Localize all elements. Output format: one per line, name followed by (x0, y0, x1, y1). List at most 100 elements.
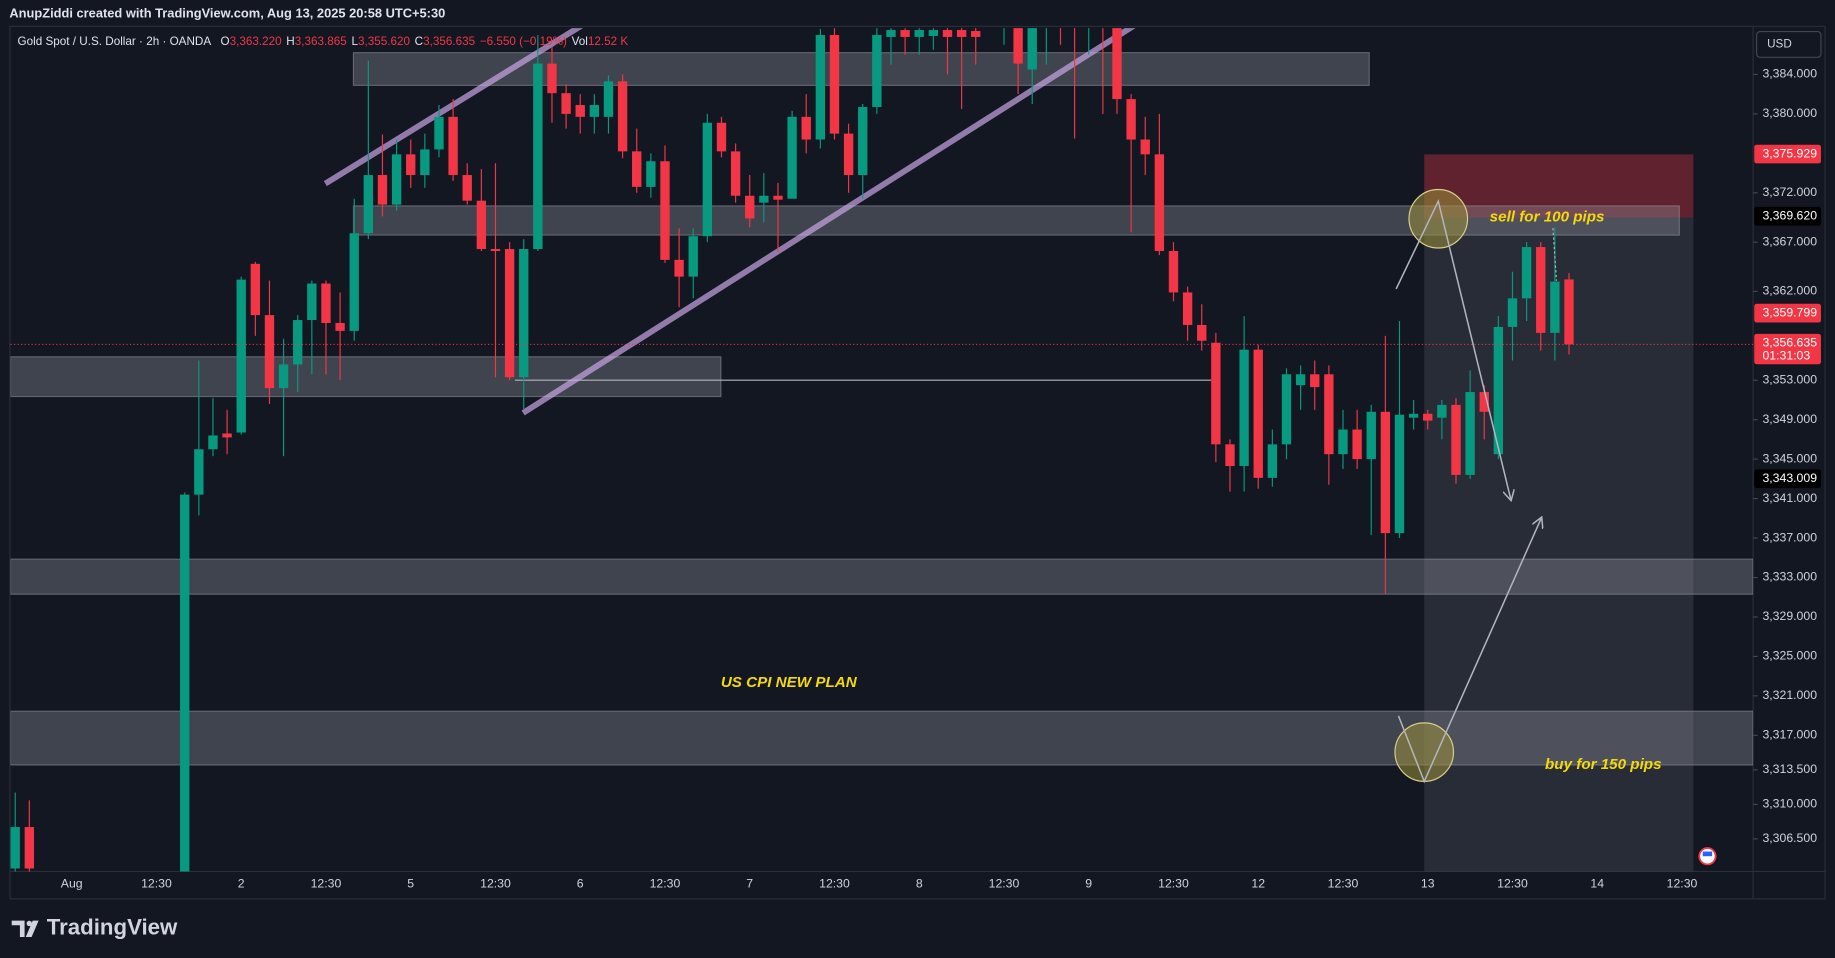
candle-body (293, 320, 303, 365)
path-arrow (1397, 518, 1541, 784)
candle-body (1423, 413, 1433, 421)
candle-body (1013, 28, 1023, 64)
candle-body (1493, 326, 1504, 455)
candle-body (1338, 429, 1348, 455)
candle-body (504, 249, 515, 378)
currency-button[interactable] (1756, 30, 1822, 58)
candle-body (278, 364, 289, 389)
candle-body (24, 827, 35, 869)
y-tick-label: 3,321.000 (1762, 688, 1817, 702)
candle-body (363, 175, 374, 234)
legend-change: −6.550 (−0.19%) (480, 35, 567, 48)
candle-body (1437, 404, 1447, 418)
candle-body (730, 151, 741, 196)
candle-body (391, 154, 402, 205)
x-tick-label: 5 (407, 877, 414, 891)
y-tick-label: 3,341.000 (1762, 491, 1817, 505)
candle-body (1168, 250, 1179, 293)
candle-body (1465, 392, 1475, 475)
x-tick-label: 12:30 (650, 877, 681, 891)
price-label: 3,359.799 (1762, 305, 1817, 319)
price-label-box (1754, 144, 1821, 164)
panel-frame (9, 25, 1826, 900)
candle-body (490, 249, 501, 251)
candle-body (1027, 28, 1037, 70)
x-tick-label: 6 (577, 877, 584, 891)
legend: Gold Spot / U.S. Dollar · 2h · OANDA O3,3… (18, 35, 629, 48)
legend-value: 3,363.865 (295, 35, 348, 48)
candle-body (420, 149, 430, 176)
candle-body (745, 195, 755, 219)
y-tick-label: 3,380.000 (1762, 106, 1817, 120)
y-tick-label: 3,337.000 (1762, 530, 1817, 544)
y-tick-label: 3,310.000 (1762, 797, 1817, 811)
candle-body (688, 236, 698, 277)
candle-body (1366, 411, 1376, 460)
legend-key: Vol (572, 35, 588, 48)
candle-body (1479, 392, 1489, 412)
candle-body (900, 30, 910, 37)
candle-body (1154, 154, 1165, 251)
candle-body (1225, 444, 1235, 467)
last-price-label: 3,356.635 (1762, 335, 1817, 349)
candle-body (843, 133, 854, 176)
legend-key: L (351, 35, 358, 48)
candle-body (1352, 429, 1362, 460)
candle-body (335, 323, 345, 331)
legend-key: H (286, 35, 294, 48)
candle-body (208, 435, 218, 450)
highlight-circle (1394, 722, 1455, 782)
candle-body (533, 63, 543, 250)
candle-body (519, 249, 529, 378)
candle-body (617, 81, 628, 152)
candle-body (1239, 349, 1249, 467)
candle-body (236, 279, 246, 433)
candle-body (801, 116, 811, 140)
y-tick-label: 3,313.500 (1762, 762, 1817, 776)
candle-body (759, 195, 769, 203)
price-label-box (1754, 206, 1821, 226)
candle-body (872, 34, 882, 107)
candle-body (660, 161, 670, 260)
candle-body (1380, 411, 1391, 534)
candle-body (956, 30, 967, 37)
candle-body (646, 161, 656, 187)
x-tick-label: 12:30 (141, 877, 172, 891)
x-tick-label: 12:30 (311, 877, 342, 891)
legend-key: O (221, 35, 230, 48)
logo-mark (11, 920, 39, 937)
candle-body (250, 263, 261, 316)
price-label: 3,343.009 (1762, 471, 1817, 485)
candle-body (448, 116, 458, 176)
annotations: sell for 100 pips buy for 150 pips US CP… (721, 188, 1717, 866)
candles (10, 28, 1574, 872)
x-tick-label: 13 (1421, 877, 1435, 891)
y-tick-label: 3,325.000 (1762, 649, 1817, 663)
x-tick-label: Aug (61, 877, 83, 891)
x-tick-label: 12 (1251, 877, 1265, 891)
y-tick-label: 3,306.500 (1762, 831, 1817, 845)
currency: USD (1767, 38, 1792, 51)
y-tick-label: 3,384.000 (1762, 67, 1817, 81)
footer-brand: TradingView (47, 915, 178, 940)
zone (10, 558, 1754, 595)
candle-body (1507, 298, 1518, 327)
price-label: 3,369.620 (1762, 209, 1817, 223)
zone (10, 710, 1754, 766)
candle-body (180, 494, 190, 872)
candle-body (1182, 292, 1193, 325)
candle-body (858, 106, 868, 176)
x-tick-label: 12:30 (1158, 877, 1189, 891)
candle-body (1310, 374, 1320, 388)
candle-body (674, 259, 684, 277)
candle-body (307, 283, 317, 321)
annotation: US CPI NEW PLAN (721, 674, 858, 691)
candle-body (589, 105, 600, 117)
y-tick-label: 3,362.000 (1762, 284, 1817, 298)
header: AnupZiddi created with TradingView.com, … (9, 5, 445, 20)
x-tick-label: 14 (1590, 877, 1604, 891)
candle-body (603, 81, 614, 117)
legend-key: C (415, 35, 423, 48)
candle-body (1267, 444, 1278, 478)
